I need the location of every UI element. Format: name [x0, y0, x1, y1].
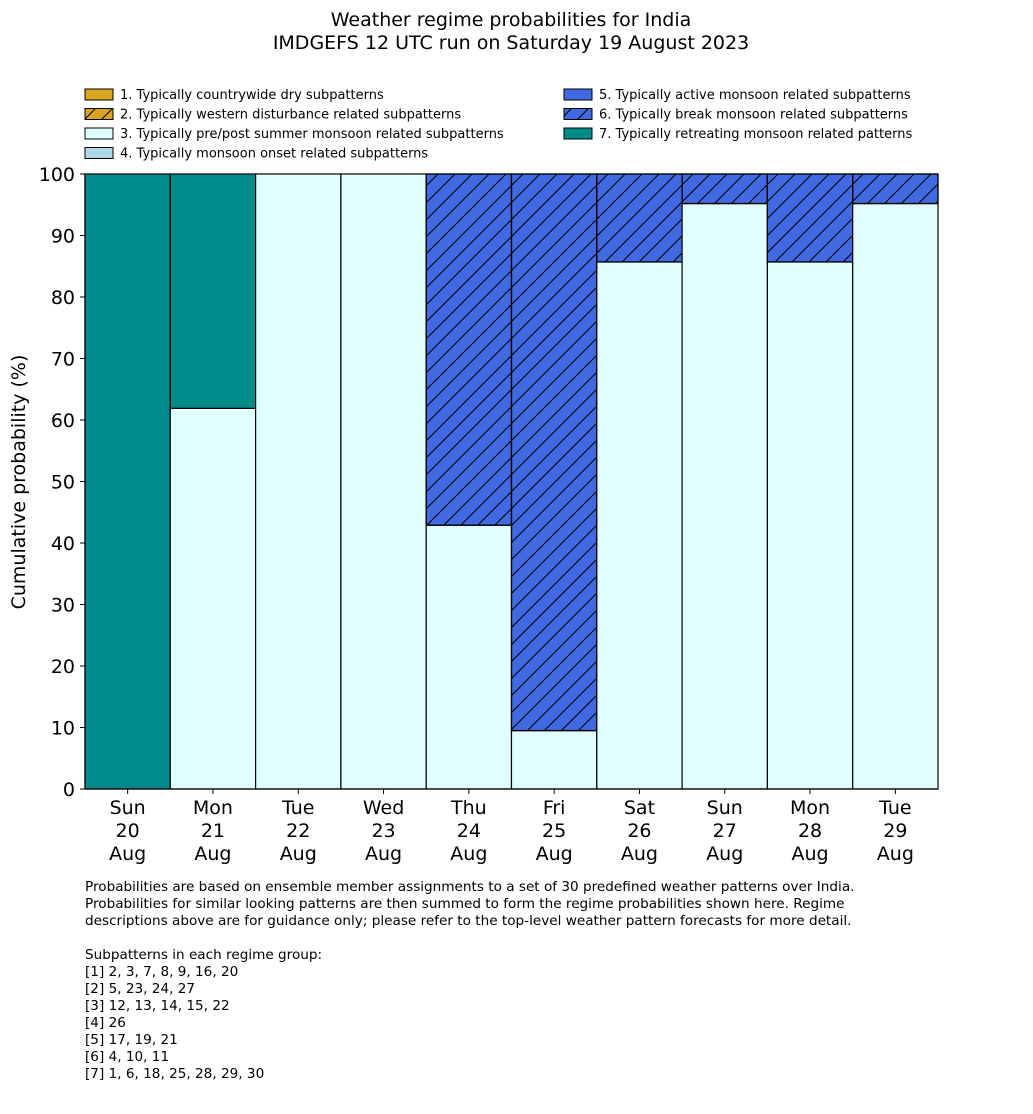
- regime-group-line: [2] 5, 23, 24, 27: [85, 981, 196, 997]
- regime-group-line: [6] 4, 10, 11: [85, 1049, 170, 1065]
- x-tick-label: 23: [371, 820, 395, 842]
- footnotes: Probabilities are based on ensemble memb…: [85, 879, 854, 1083]
- y-tick-label: 40: [51, 533, 75, 555]
- bar-segment-3: [596, 261, 683, 790]
- legend-swatch-5: [563, 88, 593, 101]
- bar-segment-3: [852, 202, 939, 790]
- x-tick-label: 28: [798, 820, 822, 842]
- x-tick-label: Aug: [280, 843, 317, 865]
- legend-swatch-hatch-2: [84, 108, 114, 120]
- notes-paragraph: Probabilities are based on ensemble memb…: [85, 879, 855, 929]
- chart-subtitle: IMDGEFS 12 UTC run on Saturday 19 August…: [273, 32, 749, 54]
- bar-segment-3: [681, 202, 768, 790]
- legend-label-5: 5. Typically active monsoon related subp…: [599, 88, 911, 103]
- x-tick-label: 26: [627, 820, 651, 842]
- bar-hatch-6: [766, 173, 854, 263]
- bar-hatch-6: [425, 173, 513, 526]
- bars: [84, 173, 939, 790]
- x-tick-label: 24: [457, 820, 481, 842]
- x-tick-label: Fri: [543, 797, 566, 819]
- axes: Sun20AugMon21AugTue22AugWed23AugThu24Aug…: [39, 164, 938, 865]
- x-tick-label: 21: [201, 820, 225, 842]
- x-tick-label: Tue: [281, 797, 314, 819]
- regime-group-line: [7] 1, 6, 18, 25, 28, 29, 30: [85, 1066, 265, 1082]
- y-tick-label: 100: [39, 164, 75, 186]
- y-tick-label: 70: [51, 349, 75, 371]
- x-tick-label: Aug: [536, 843, 573, 865]
- x-tick-label: Wed: [363, 797, 404, 819]
- bar-hatch-6: [681, 173, 768, 205]
- x-tick-label: 27: [713, 820, 737, 842]
- x-tick-label: Sat: [624, 797, 655, 819]
- legend-swatch-4: [84, 147, 114, 159]
- chart-title: Weather regime probabilities for India: [331, 9, 692, 31]
- regime-group-line: [3] 12, 13, 14, 15, 22: [85, 998, 230, 1014]
- regime-group-line: [4] 26: [85, 1015, 126, 1031]
- bar-hatch-6: [596, 173, 683, 263]
- y-tick-label: 20: [51, 656, 75, 678]
- bar-segment-7: [169, 173, 257, 409]
- bar-segment-3: [510, 729, 598, 790]
- y-tick-label: 90: [51, 226, 75, 248]
- legend-label-6: 6. Typically break monsoon related subpa…: [599, 108, 908, 123]
- bar-segment-3: [766, 261, 854, 790]
- regime-group-line: [5] 17, 19, 21: [85, 1032, 178, 1048]
- bar-segment-3: [169, 407, 257, 790]
- y-tick-label: 10: [51, 718, 75, 740]
- y-tick-label: 80: [51, 287, 75, 309]
- y-tick-label: 30: [51, 595, 75, 617]
- x-tick-label: Aug: [706, 843, 743, 865]
- bar-segment-3: [425, 524, 513, 790]
- y-tick-label: 0: [63, 779, 75, 801]
- legend-label-2: 2. Typically western disturbance related…: [120, 108, 461, 123]
- x-tick-label: Aug: [791, 843, 828, 865]
- x-tick-label: Aug: [194, 843, 231, 865]
- regime-group-line: [1] 2, 3, 7, 8, 9, 16, 20: [85, 964, 239, 980]
- x-tick-label: Aug: [621, 843, 658, 865]
- x-tick-label: 22: [286, 820, 310, 842]
- y-tick-label: 60: [51, 410, 75, 432]
- legend-label-4: 4. Typically monsoon onset related subpa…: [120, 147, 428, 162]
- legend-swatch-1: [84, 88, 114, 101]
- x-tick-label: Aug: [365, 843, 402, 865]
- x-tick-label: Thu: [450, 797, 487, 819]
- legend-swatch-7: [563, 127, 593, 140]
- legend-label-1: 1. Typically countrywide dry subpatterns: [120, 88, 384, 103]
- y-axis-label: Cumulative probability (%): [8, 355, 30, 610]
- x-tick-label: Sun: [110, 797, 146, 819]
- bar-segment-3: [255, 173, 342, 790]
- bar-segment-3: [340, 173, 427, 790]
- legend-swatch-hatch-6: [563, 108, 593, 120]
- bar-hatch-6: [852, 173, 939, 205]
- x-tick-label: 20: [116, 820, 140, 842]
- x-tick-label: 29: [883, 820, 907, 842]
- bar-segment-7: [84, 173, 171, 790]
- x-tick-label: Aug: [109, 843, 146, 865]
- x-tick-label: Aug: [877, 843, 914, 865]
- x-tick-label: Tue: [878, 797, 911, 819]
- legend-label-7: 7. Typically retreating monsoon related …: [599, 127, 912, 142]
- x-tick-label: 25: [542, 820, 566, 842]
- x-tick-label: Mon: [790, 797, 830, 819]
- x-tick-label: Aug: [450, 843, 487, 865]
- legend-swatch-3: [84, 127, 114, 140]
- bar-hatch-6: [510, 173, 598, 732]
- x-tick-label: Sun: [707, 797, 743, 819]
- y-tick-label: 50: [51, 472, 75, 494]
- notes-groups-heading: Subpatterns in each regime group:: [85, 947, 323, 963]
- legend-label-3: 3. Typically pre/post summer monsoon rel…: [120, 127, 504, 142]
- legend: 1. Typically countrywide dry subpatterns…: [84, 88, 912, 162]
- x-tick-label: Mon: [193, 797, 233, 819]
